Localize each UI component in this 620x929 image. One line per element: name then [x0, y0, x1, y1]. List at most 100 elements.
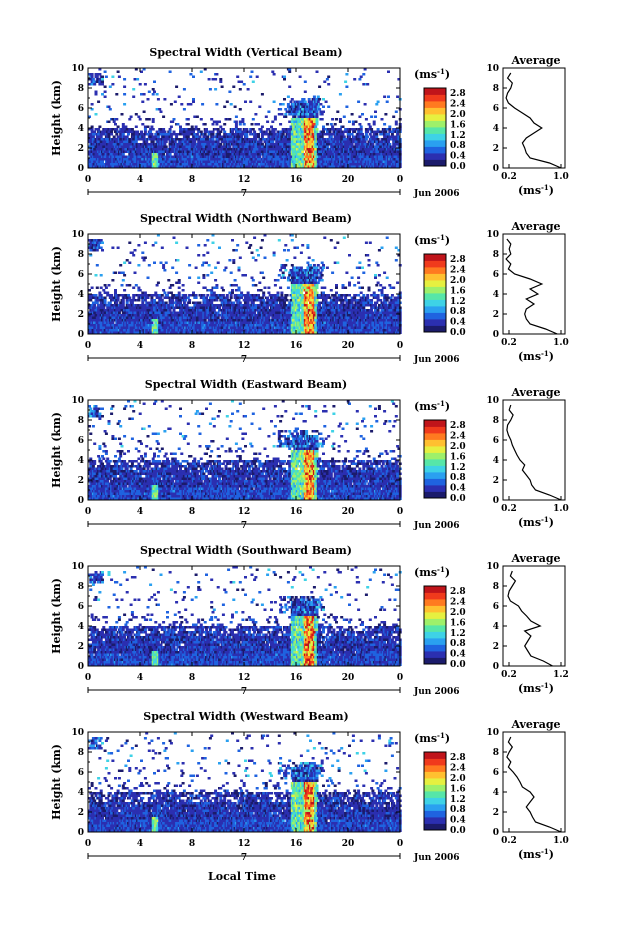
- heatmap-cell: [218, 133, 221, 136]
- heatmap-cell: [236, 153, 240, 156]
- heatmap-cell: [277, 113, 281, 116]
- heatmap-cell: [164, 140, 168, 143]
- heatmap-cell: [288, 140, 292, 143]
- heatmap-cell: [185, 163, 189, 166]
- heatmap-cell: [90, 286, 94, 289]
- heatmap-cell: [181, 289, 185, 292]
- heatmap-cell: [315, 70, 319, 73]
- heatmap-cell: [163, 143, 167, 146]
- heatmap-cell: [103, 85, 107, 88]
- heatmap-cell: [163, 291, 167, 294]
- heatmap-cell: [192, 98, 195, 101]
- heatmap-cell: [240, 155, 244, 158]
- heatmap-cell: [156, 98, 160, 101]
- heatmap-cell: [112, 304, 116, 307]
- heatmap-cell: [158, 108, 162, 111]
- heatmap-cell: [372, 120, 376, 123]
- heatmap-cell: [267, 128, 271, 131]
- heatmap-cell: [254, 133, 258, 136]
- heatmap-cell: [88, 78, 91, 81]
- heatmap-cell: [153, 301, 156, 304]
- heatmap-cell: [315, 145, 319, 148]
- heatmap-cell: [114, 289, 117, 292]
- heatmap-cell: [219, 78, 223, 81]
- heatmap-cell: [137, 286, 141, 289]
- heatmap-cell: [244, 100, 247, 103]
- heatmap-cell: [206, 148, 210, 151]
- heatmap-cell: [246, 88, 250, 91]
- heatmap-cell: [123, 103, 127, 106]
- heatmap-cell: [101, 130, 104, 133]
- heatmap-cell: [279, 143, 283, 146]
- heatmap-cell: [177, 279, 181, 282]
- heatmap-cell: [115, 118, 119, 121]
- x-tick-label: 20: [342, 175, 355, 185]
- heatmap-cell: [353, 155, 357, 158]
- heatmap-cell: [250, 123, 254, 126]
- heatmap-cell: [142, 135, 146, 138]
- heatmap-cell: [251, 155, 255, 158]
- heatmap-cell: [154, 311, 158, 314]
- heatmap-cell: [141, 301, 145, 304]
- colorbar-tick-label: 0.8: [450, 141, 466, 151]
- colorbar-tick-label: 1.2: [450, 131, 466, 141]
- heatmap-cell: [383, 123, 387, 126]
- heatmap-cell: [318, 150, 322, 153]
- heatmap-cell: [146, 296, 150, 299]
- heatmap-cell: [163, 130, 167, 133]
- heatmap-cell: [296, 100, 299, 103]
- colorbar-segment: [424, 107, 446, 115]
- heatmap-cell: [90, 128, 94, 131]
- heatmap-cell: [123, 85, 127, 88]
- heatmap-cell: [129, 306, 133, 309]
- heatmap-cell: [289, 100, 293, 103]
- heatmap-cell: [307, 98, 311, 101]
- heatmap-cell: [127, 294, 130, 297]
- heatmap-cell: [358, 123, 362, 126]
- heatmap-cell: [361, 133, 364, 136]
- heatmap-cell: [172, 309, 176, 312]
- heatmap-cell: [234, 123, 238, 126]
- heatmap-cell: [206, 153, 210, 156]
- heatmap-cell: [103, 284, 107, 287]
- heatmap-cell: [225, 153, 229, 156]
- heatmap-cell: [168, 128, 172, 131]
- heatmap-cell: [325, 78, 329, 81]
- heatmap-cell: [128, 118, 132, 121]
- heatmap-cell: [201, 138, 205, 141]
- heatmap-cell: [323, 133, 327, 136]
- heatmap-cell: [250, 70, 254, 73]
- heatmap-cell: [279, 103, 283, 106]
- colorbar-tick-label: 2.8: [450, 89, 466, 99]
- heatmap-cell: [396, 143, 400, 146]
- heatmap-cell: [238, 108, 242, 111]
- heatmap-cell: [214, 88, 218, 91]
- heatmap-cell: [123, 93, 127, 96]
- heatmap-cell: [89, 249, 93, 252]
- heatmap-cell: [336, 128, 340, 131]
- heatmap-cell: [151, 140, 155, 143]
- heatmap-cell: [205, 128, 208, 131]
- heatmap-cell: [99, 306, 103, 309]
- heatmap-cell: [263, 145, 267, 148]
- heatmap-cell: [367, 153, 371, 156]
- heatmap-cell: [172, 118, 176, 121]
- heatmap-cell: [179, 299, 182, 302]
- heatmap-cell: [348, 130, 351, 133]
- heatmap-cell: [125, 319, 129, 322]
- heatmap-cell: [156, 281, 160, 284]
- heatmap-cell: [268, 130, 272, 133]
- heatmap-cell: [179, 125, 182, 128]
- heatmap-cell: [260, 130, 264, 133]
- heatmap-cell: [342, 130, 346, 133]
- heatmap-cell: [394, 110, 398, 113]
- heatmap-cell: [258, 105, 262, 108]
- heatmap-cell: [318, 138, 322, 141]
- heatmap-cell: [361, 155, 364, 158]
- heatmap-cell: [121, 125, 125, 128]
- heatmap-cell: [238, 120, 242, 123]
- heatmap-cell: [362, 138, 366, 141]
- heatmap-cell: [111, 118, 115, 121]
- heatmap-cell: [89, 299, 93, 302]
- heatmap-cell: [358, 155, 362, 158]
